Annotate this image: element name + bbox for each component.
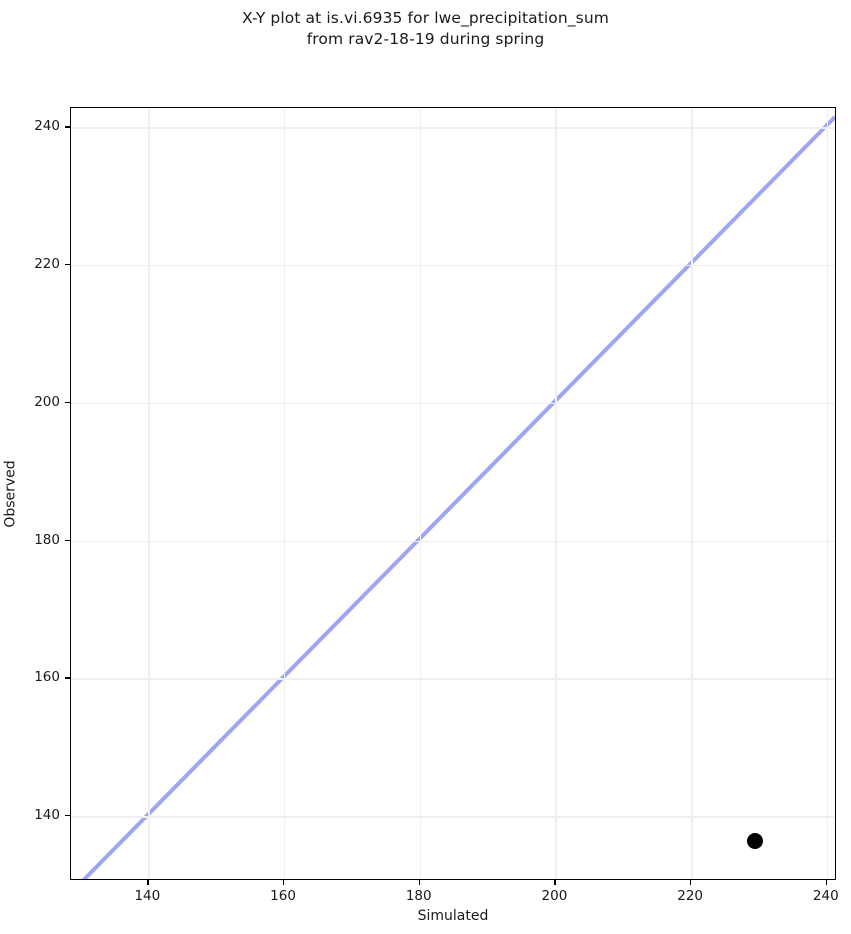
x-tick [554, 880, 556, 885]
y-tick [65, 677, 70, 679]
x-tick [690, 880, 692, 885]
x-axis-label: Simulated [417, 908, 489, 924]
x-tick-label: 240 [812, 888, 839, 904]
y-tick [65, 401, 70, 404]
y-tick [65, 539, 70, 541]
gridline-horizontal [71, 540, 835, 543]
y-tick-label: 140 [34, 807, 60, 824]
gridline-vertical [284, 108, 286, 879]
identity-line-path [81, 115, 835, 879]
x-tick [418, 880, 420, 885]
gridline-vertical [555, 108, 557, 879]
y-tick [65, 815, 70, 817]
x-tick-label: 140 [134, 888, 161, 904]
gridline-vertical [148, 108, 150, 879]
identity-reference-line [81, 115, 835, 879]
x-tick [147, 880, 149, 885]
gridline-horizontal [71, 402, 835, 405]
y-axis-label-text: Observed [3, 459, 20, 528]
y-tick-label: 200 [34, 393, 60, 410]
data-point[interactable] [746, 833, 763, 850]
x-tick-label: 180 [405, 888, 432, 904]
gridline-horizontal [71, 127, 835, 129]
gridline-horizontal [71, 816, 835, 818]
gridline-vertical [826, 108, 829, 879]
y-tick-label: 160 [34, 669, 60, 686]
gridline-vertical [419, 108, 422, 879]
x-tick [283, 880, 285, 885]
gridline-vertical [691, 108, 693, 879]
x-tick-label: 220 [677, 888, 704, 904]
gridline-horizontal [71, 678, 835, 680]
chart-title: X-Y plot at is.vi.6935 for lwe_precipita… [242, 9, 609, 48]
y-tick-label: 180 [34, 531, 60, 548]
y-tick [65, 126, 70, 128]
y-tick [65, 264, 70, 266]
x-tick [825, 880, 828, 885]
x-tick-label: 200 [541, 888, 568, 904]
plot-area[interactable] [70, 107, 836, 880]
y-tick-label: 220 [34, 256, 60, 273]
y-axis-label: Observed [0, 107, 22, 880]
x-tick-label: 160 [270, 888, 296, 904]
y-tick-label: 240 [34, 118, 60, 135]
gridline-horizontal [71, 265, 835, 267]
